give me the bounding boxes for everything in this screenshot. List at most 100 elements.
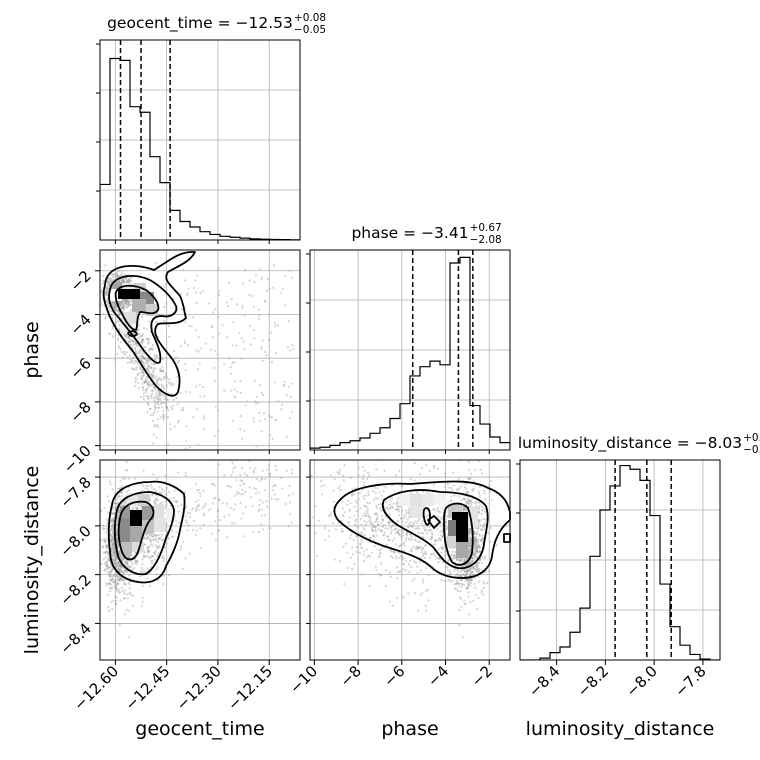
sample-point <box>468 531 471 534</box>
sample-point <box>106 288 109 291</box>
sample-point <box>320 485 323 488</box>
sample-point <box>115 280 119 283</box>
sample-point <box>396 529 399 532</box>
sample-point <box>134 506 137 509</box>
sample-point <box>114 553 117 556</box>
sample-point <box>118 282 121 285</box>
sample-point <box>148 584 151 588</box>
sample-point <box>115 274 118 278</box>
sample-point <box>181 406 185 409</box>
sample-point <box>476 550 479 553</box>
sample-point <box>145 380 148 383</box>
sample-point <box>481 593 484 596</box>
sample-point <box>471 501 474 504</box>
sample-point <box>154 406 157 409</box>
sample-point <box>386 506 389 509</box>
sample-point <box>352 538 355 541</box>
sample-point <box>464 574 467 577</box>
sample-point <box>264 299 267 303</box>
sample-point <box>472 566 475 569</box>
sample-point <box>405 536 408 539</box>
sample-point <box>111 535 114 538</box>
sample-point <box>143 357 146 360</box>
sample-point <box>134 348 137 351</box>
sample-point <box>124 277 127 280</box>
sample-point <box>454 587 457 590</box>
sample-point <box>152 369 155 372</box>
sample-point <box>126 560 129 563</box>
sample-point <box>383 469 386 472</box>
sample-point <box>113 546 116 549</box>
sample-point <box>476 546 479 549</box>
sample-point <box>148 365 151 368</box>
sample-point <box>458 574 461 577</box>
sample-point <box>383 534 386 537</box>
sample-point <box>110 529 113 532</box>
sample-point <box>170 529 174 532</box>
sample-point <box>165 406 168 409</box>
sample-point <box>466 585 470 588</box>
sample-point <box>115 305 118 308</box>
sample-point <box>474 538 477 541</box>
sample-point <box>479 528 482 531</box>
sample-point <box>401 562 404 566</box>
sample-point <box>198 383 201 386</box>
sample-point <box>243 348 246 351</box>
sample-point <box>189 446 192 449</box>
sample-point <box>418 518 421 521</box>
sample-point <box>400 530 403 533</box>
sample-point <box>124 277 127 281</box>
sample-point <box>111 553 114 556</box>
sample-point <box>106 518 109 522</box>
sample-point <box>112 524 115 527</box>
sample-point <box>376 497 379 500</box>
sample-point <box>458 559 461 562</box>
sample-point <box>213 366 216 369</box>
sample-point <box>141 356 144 359</box>
sample-point <box>463 507 466 510</box>
sample-point <box>404 515 407 518</box>
sample-point <box>197 350 200 353</box>
sample-point <box>153 377 156 380</box>
sample-point <box>454 493 457 496</box>
sample-point <box>378 555 381 558</box>
sample-point <box>110 601 113 604</box>
sample-point <box>248 293 251 296</box>
sample-point <box>125 608 128 612</box>
sample-point <box>125 303 128 306</box>
sample-point <box>262 394 265 397</box>
sample-point <box>477 538 480 541</box>
sample-point <box>155 436 158 440</box>
sample-point <box>401 484 404 488</box>
sample-point <box>115 273 118 276</box>
sample-point <box>153 452 155 454</box>
sample-point <box>463 602 466 605</box>
sample-point <box>127 302 130 305</box>
sample-point <box>107 567 110 570</box>
sample-point <box>314 531 317 535</box>
title-prefix: luminosity_distance = <box>518 434 695 453</box>
sample-point <box>110 548 113 551</box>
sample-point <box>119 578 122 581</box>
sample-point <box>121 502 124 505</box>
sample-point <box>475 546 478 549</box>
sample-point <box>239 479 242 482</box>
sample-point <box>139 359 143 362</box>
sample-point <box>153 396 156 399</box>
sample-point <box>120 301 123 304</box>
sample-point <box>113 303 116 306</box>
sample-point <box>110 574 113 578</box>
sample-point <box>198 491 201 494</box>
sample-point <box>243 472 246 475</box>
sample-point <box>269 415 272 418</box>
sample-point <box>120 306 123 309</box>
sample-point <box>104 292 107 295</box>
sample-point <box>110 519 113 523</box>
sample-point <box>113 585 116 588</box>
sample-point <box>172 398 175 402</box>
sample-point <box>157 544 161 548</box>
sample-point <box>184 514 187 517</box>
sample-point <box>184 368 187 372</box>
sample-point <box>472 564 475 568</box>
sample-point <box>253 452 255 454</box>
